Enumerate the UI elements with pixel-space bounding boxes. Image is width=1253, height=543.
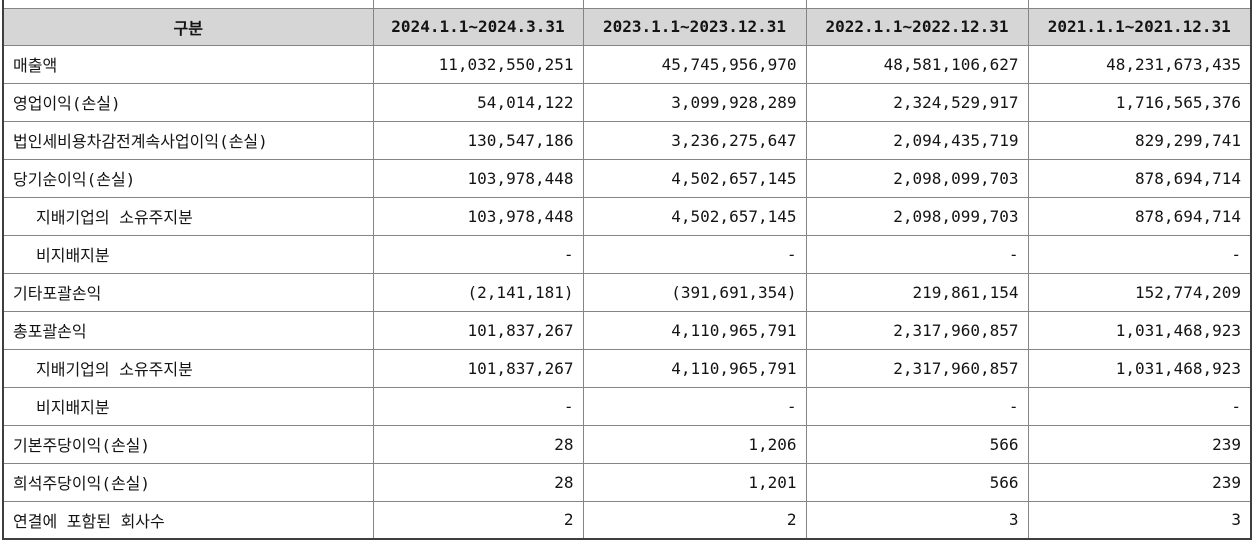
value-cell: 28 bbox=[372, 424, 584, 464]
table-row: 법인세비용차감전계속사업이익(손실) 130,547,186 3,236,275… bbox=[2, 120, 1252, 160]
value-cell: 2 bbox=[582, 500, 807, 540]
value-cell: - bbox=[372, 234, 584, 274]
value-cell: - bbox=[805, 386, 1029, 426]
row-label-cell: 비지배지분 bbox=[2, 234, 374, 274]
value-cell: 3 bbox=[805, 500, 1029, 540]
column-header-2023: 2023.1.1~2023.12.31 bbox=[582, 7, 807, 46]
table-row: 지배기업의 소유주지분 101,837,267 4,110,965,791 2,… bbox=[2, 348, 1252, 388]
column-header-2021: 2021.1.1~2021.12.31 bbox=[1027, 7, 1252, 46]
table-row: 비지배지분 - - - - bbox=[2, 234, 1252, 274]
value-cell: 54,014,122 bbox=[372, 82, 584, 122]
table-row: 연결에 포함된 회사수 2 2 3 3 bbox=[2, 500, 1252, 540]
value-cell: - bbox=[805, 234, 1029, 274]
column-header-gubun: 구분 bbox=[2, 7, 374, 46]
value-cell: 4,110,965,791 bbox=[582, 348, 807, 388]
value-cell: - bbox=[1027, 234, 1252, 274]
value-cell: 829,299,741 bbox=[1027, 120, 1252, 160]
value-cell: - bbox=[1027, 386, 1252, 426]
table-body: 매출액 11,032,550,251 45,745,956,970 48,581… bbox=[2, 44, 1252, 540]
value-cell: 1,201 bbox=[582, 462, 807, 502]
value-cell: 1,206 bbox=[582, 424, 807, 464]
row-label-cell: 기타포괄손익 bbox=[2, 272, 374, 312]
value-cell: 4,502,657,145 bbox=[582, 196, 807, 236]
value-cell: (2,141,181) bbox=[372, 272, 584, 312]
cutoff-cell bbox=[1027, 0, 1252, 9]
value-cell: 3,099,928,289 bbox=[582, 82, 807, 122]
value-cell: 2,317,960,857 bbox=[805, 310, 1029, 350]
row-label-cell: 비지배지분 bbox=[2, 386, 374, 426]
column-header-2022: 2022.1.1~2022.12.31 bbox=[805, 7, 1029, 46]
value-cell: 101,837,267 bbox=[372, 310, 584, 350]
value-cell: 45,745,956,970 bbox=[582, 44, 807, 84]
value-cell: 3,236,275,647 bbox=[582, 120, 807, 160]
row-label-cell: 희석주당이익(손실) bbox=[2, 462, 374, 502]
value-cell: 239 bbox=[1027, 424, 1252, 464]
table-row: 매출액 11,032,550,251 45,745,956,970 48,581… bbox=[2, 44, 1252, 84]
cutoff-cell bbox=[372, 0, 584, 9]
value-cell: (391,691,354) bbox=[582, 272, 807, 312]
table-row: 희석주당이익(손실) 28 1,201 566 239 bbox=[2, 462, 1252, 502]
value-cell: 103,978,448 bbox=[372, 158, 584, 198]
value-cell: 2,098,099,703 bbox=[805, 196, 1029, 236]
row-label-cell: 연결에 포함된 회사수 bbox=[2, 500, 374, 540]
row-label-cell: 매출액 bbox=[2, 44, 374, 84]
value-cell: 101,837,267 bbox=[372, 348, 584, 388]
table-row: 지배기업의 소유주지분 103,978,448 4,502,657,145 2,… bbox=[2, 196, 1252, 236]
row-label-cell: 법인세비용차감전계속사업이익(손실) bbox=[2, 120, 374, 160]
cutoff-cell bbox=[2, 0, 374, 9]
table-row: 기본주당이익(손실) 28 1,206 566 239 bbox=[2, 424, 1252, 464]
value-cell: 2,098,099,703 bbox=[805, 158, 1029, 198]
table-row: 영업이익(손실) 54,014,122 3,099,928,289 2,324,… bbox=[2, 82, 1252, 122]
value-cell: 219,861,154 bbox=[805, 272, 1029, 312]
value-cell: 152,774,209 bbox=[1027, 272, 1252, 312]
column-header-2024: 2024.1.1~2024.3.31 bbox=[372, 7, 584, 46]
value-cell: 1,031,468,923 bbox=[1027, 348, 1252, 388]
value-cell: 1,031,468,923 bbox=[1027, 310, 1252, 350]
value-cell: 130,547,186 bbox=[372, 120, 584, 160]
row-label-cell: 기본주당이익(손실) bbox=[2, 424, 374, 464]
value-cell: 2,094,435,719 bbox=[805, 120, 1029, 160]
row-label-cell: 총포괄손익 bbox=[2, 310, 374, 350]
value-cell: - bbox=[582, 386, 807, 426]
table-row: 기타포괄손익 (2,141,181) (391,691,354) 219,861… bbox=[2, 272, 1252, 312]
value-cell: 103,978,448 bbox=[372, 196, 584, 236]
value-cell: - bbox=[582, 234, 807, 274]
value-cell: 239 bbox=[1027, 462, 1252, 502]
value-cell: 4,110,965,791 bbox=[582, 310, 807, 350]
value-cell: 566 bbox=[805, 424, 1029, 464]
value-cell: 2,317,960,857 bbox=[805, 348, 1029, 388]
value-cell: 566 bbox=[805, 462, 1029, 502]
value-cell: 878,694,714 bbox=[1027, 158, 1252, 198]
table-row: 비지배지분 - - - - bbox=[2, 386, 1252, 426]
value-cell: 28 bbox=[372, 462, 584, 502]
value-cell: 878,694,714 bbox=[1027, 196, 1252, 236]
table-row: 당기순이익(손실) 103,978,448 4,502,657,145 2,09… bbox=[2, 158, 1252, 198]
value-cell: 3 bbox=[1027, 500, 1252, 540]
value-cell: - bbox=[372, 386, 584, 426]
table-row: 총포괄손익 101,837,267 4,110,965,791 2,317,96… bbox=[2, 310, 1252, 350]
row-label-cell: 영업이익(손실) bbox=[2, 82, 374, 122]
value-cell: 2 bbox=[372, 500, 584, 540]
cutoff-cell bbox=[805, 0, 1029, 9]
value-cell: 48,581,106,627 bbox=[805, 44, 1029, 84]
row-label-cell: 지배기업의 소유주지분 bbox=[2, 196, 374, 236]
value-cell: 11,032,550,251 bbox=[372, 44, 584, 84]
cutoff-row bbox=[2, 0, 1252, 9]
value-cell: 4,502,657,145 bbox=[582, 158, 807, 198]
row-label-cell: 당기순이익(손실) bbox=[2, 158, 374, 198]
value-cell: 48,231,673,435 bbox=[1027, 44, 1252, 84]
header-row: 구분 2024.1.1~2024.3.31 2023.1.1~2023.12.3… bbox=[2, 7, 1252, 46]
value-cell: 1,716,565,376 bbox=[1027, 82, 1252, 122]
cutoff-cell bbox=[582, 0, 807, 9]
row-label-cell: 지배기업의 소유주지분 bbox=[2, 348, 374, 388]
value-cell: 2,324,529,917 bbox=[805, 82, 1029, 122]
